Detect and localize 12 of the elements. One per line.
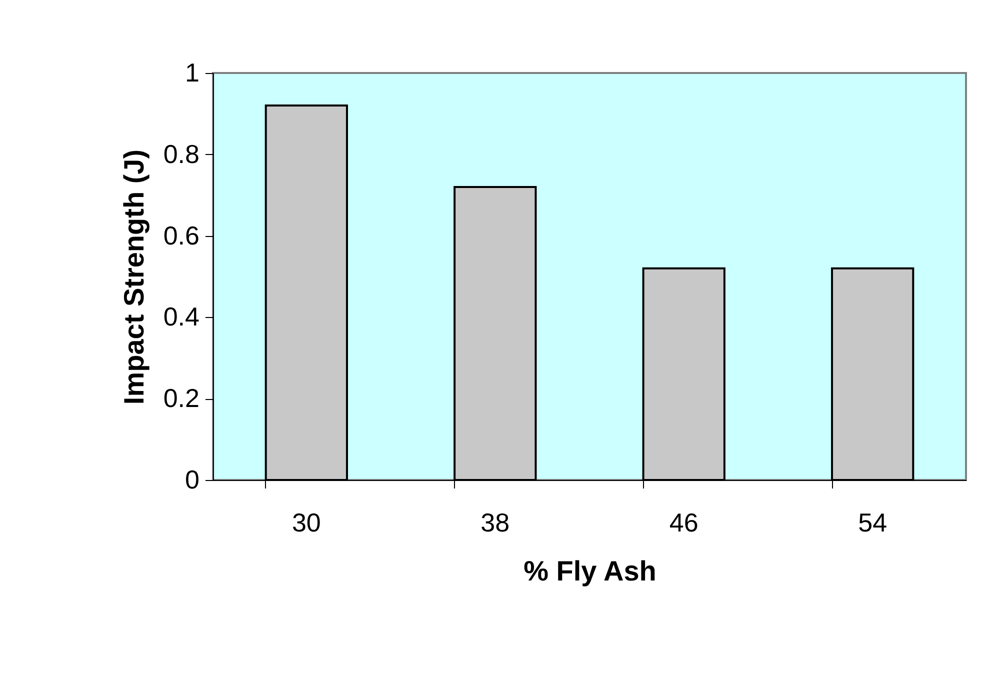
x-tick-label: 54 <box>858 508 888 538</box>
y-axis-title: Impact Strength (J) <box>118 149 150 405</box>
y-tick-label: 0 <box>185 464 200 494</box>
x-tick-label: 38 <box>480 508 510 538</box>
x-tick-label: 30 <box>292 508 321 538</box>
y-tick-label: 0.8 <box>163 138 200 169</box>
y-tick-label: 0.4 <box>163 302 200 332</box>
y-tick-label: 0.6 <box>163 220 200 250</box>
x-tick-label: 46 <box>669 508 698 538</box>
y-tick-label: 0.2 <box>163 383 200 414</box>
x-axis-title: % Fly Ash <box>524 556 656 586</box>
y-tick-label: 1 <box>185 58 200 88</box>
